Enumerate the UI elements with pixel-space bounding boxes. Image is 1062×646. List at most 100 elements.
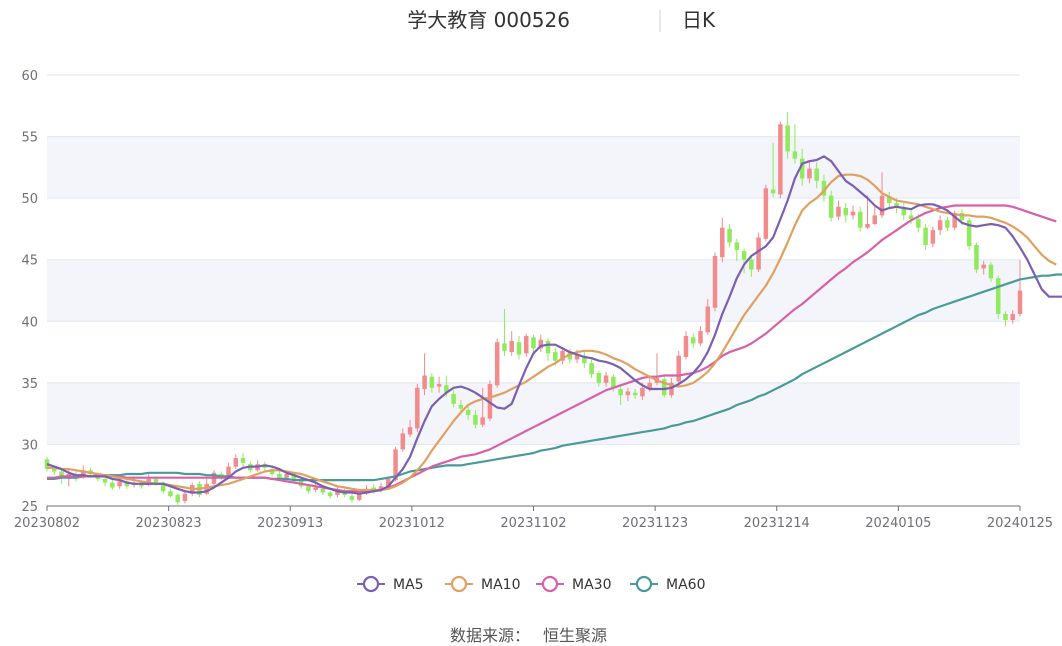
ma60-line [47,273,1062,482]
candle [843,203,848,223]
y-axis: 25 30 35 40 45 50 55 60 [21,69,38,515]
candle [792,124,798,164]
y-tick-label: 35 [21,377,38,392]
chart-title-group: 学大教育 000526 日K [407,8,716,32]
candle [850,205,856,220]
y-tick-label: 30 [21,438,38,453]
plot-band [47,259,1020,322]
ma5-line [46,155,1062,495]
candle [422,353,427,396]
source-label: 数据来源： [450,626,530,645]
candle [429,373,435,393]
candle [676,350,681,385]
candle [509,331,514,356]
candle [799,148,805,186]
candle [451,390,456,408]
y-tick-label: 55 [21,131,38,146]
candle [349,493,355,503]
candle [175,493,180,505]
candle [110,480,115,490]
moving-average-lines [46,155,1062,495]
candle [436,376,442,393]
candle [727,224,732,248]
candle [865,195,870,229]
candle [233,454,239,470]
candle [995,275,1001,319]
x-tick-label: 20231214 [744,516,810,531]
candle [502,308,507,356]
candle [625,387,631,402]
legend-item-ma10[interactable]: MA10 [445,575,520,593]
candle [887,191,892,210]
candle [473,409,478,429]
x-tick-label: 20240125 [987,516,1053,531]
x-tick-label: 20240105 [865,516,931,531]
candle [872,206,878,226]
y-tick-label: 45 [21,254,38,269]
y-tick-label: 40 [21,315,38,330]
candle [945,216,950,232]
candle [974,242,979,274]
candle [858,206,863,232]
candle [901,203,907,221]
legend-label: MA60 [666,577,705,593]
source-value: 恒生聚源 [543,626,607,645]
ma30-line [47,204,1057,493]
candle [480,387,485,428]
plot-band [47,136,1020,199]
candle [407,419,413,438]
candle [981,260,986,275]
candle [560,347,565,365]
candle [1003,311,1008,327]
candle [988,262,994,282]
candle [516,336,522,360]
candle [712,252,718,312]
x-tick-label: 20230913 [257,516,323,531]
x-tick-label: 20231102 [500,516,566,531]
candle [632,389,638,399]
x-axis: 20230802 20230823 20230913 20231012 20231102… [14,505,1053,531]
legend-item-ma30[interactable]: MA30 [536,575,611,593]
x-tick-label: 20230823 [136,516,202,531]
plot-band [47,382,1020,445]
candle [698,326,703,346]
candle [523,333,529,357]
legend-label: MA10 [481,577,520,593]
candle [582,352,587,369]
candle [240,453,246,467]
candle [763,184,769,242]
plot-background-bands [47,136,1020,445]
candle [923,224,928,250]
candle [400,428,406,452]
candle [589,359,594,378]
candle [603,371,609,387]
candle [937,215,943,236]
chart-period-label: 日K [682,8,716,32]
legend-item-ma60[interactable]: MA60 [630,575,705,593]
candle [734,238,740,261]
candle [749,256,754,277]
candle [690,333,696,349]
candle [545,338,551,361]
x-tick-label: 20231012 [379,516,445,531]
candle [683,331,689,360]
candle [567,348,573,364]
candle [531,334,536,354]
candle [821,174,827,202]
candle [966,217,972,250]
candle [720,217,725,263]
y-tick-label: 50 [21,192,38,207]
candle [168,488,173,498]
candle [494,338,500,388]
candle [930,226,936,248]
candle [465,406,471,420]
legend-label: MA30 [572,577,611,593]
candle [618,385,623,406]
data-source: 数据来源： 恒生聚源 [450,626,607,645]
y-tick-label: 25 [21,500,38,515]
candle [415,384,420,433]
candle [538,334,544,353]
legend-item-ma5[interactable]: MA5 [357,575,424,593]
candle [908,210,914,225]
